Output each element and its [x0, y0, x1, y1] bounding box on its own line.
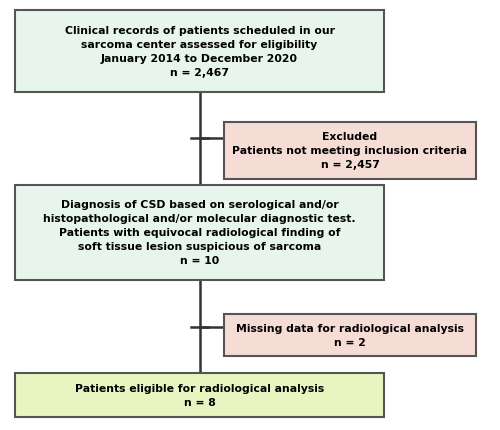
Text: Excluded
Patients not meeting inclusion criteria
n = 2,457: Excluded Patients not meeting inclusion … [232, 132, 468, 170]
FancyBboxPatch shape [15, 10, 384, 93]
FancyBboxPatch shape [15, 185, 384, 280]
Text: Patients eligible for radiological analysis
n = 8: Patients eligible for radiological analy… [75, 383, 324, 407]
Text: Missing data for radiological analysis
n = 2: Missing data for radiological analysis n… [236, 323, 464, 347]
Text: Diagnosis of CSD based on serological and/or
histopathological and/or molecular : Diagnosis of CSD based on serological an… [44, 200, 356, 266]
FancyBboxPatch shape [15, 373, 384, 418]
FancyBboxPatch shape [224, 314, 476, 356]
FancyBboxPatch shape [224, 122, 476, 179]
Text: Clinical records of patients scheduled in our
sarcoma center assessed for eligib: Clinical records of patients scheduled i… [64, 26, 334, 77]
